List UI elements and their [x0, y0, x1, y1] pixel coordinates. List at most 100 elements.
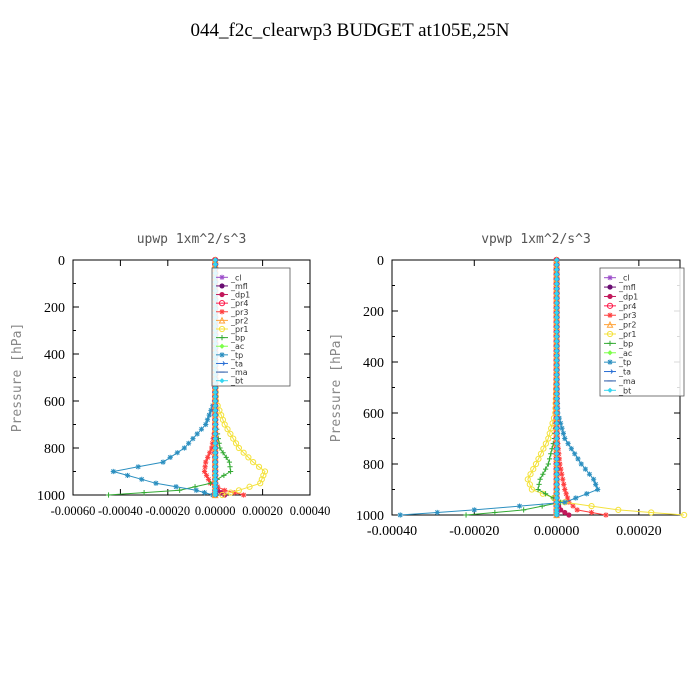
series-point: [578, 461, 584, 467]
legend-label: _bp: [230, 334, 245, 343]
series-point: [558, 466, 564, 472]
series-point: [553, 353, 560, 359]
series-point: [553, 456, 560, 462]
series-point: [566, 499, 572, 505]
legend-marker: [218, 325, 226, 333]
series-point: [574, 507, 580, 513]
series-point: [553, 305, 560, 311]
legend-marker: [218, 316, 226, 324]
series-point: [553, 338, 560, 344]
series-point: [562, 486, 568, 493]
legend-marker: [218, 300, 226, 307]
series-point: [177, 487, 183, 493]
y-tick-label: 200: [44, 301, 65, 316]
series-point: [553, 333, 560, 340]
series-point: [553, 286, 560, 292]
series-point: [193, 487, 199, 493]
series-line: [400, 260, 599, 516]
series-point: [205, 454, 211, 460]
legend-marker: [607, 284, 613, 290]
series-point: [553, 499, 560, 505]
series-point: [212, 468, 218, 475]
legend-marker: [219, 291, 225, 298]
legend-marker: [219, 343, 225, 349]
series-point: [258, 476, 265, 483]
series-point: [186, 440, 192, 446]
legend-label: _pr1: [230, 325, 248, 334]
series-point: [543, 466, 549, 472]
series-point: [206, 412, 212, 418]
series-point: [212, 393, 218, 400]
legend-label: _dp1: [230, 291, 250, 300]
series-point: [558, 420, 564, 426]
series-point: [553, 410, 560, 416]
legend-label: _pr3: [618, 311, 636, 320]
series-point: [553, 348, 560, 354]
series-point: [205, 476, 212, 482]
series-point: [545, 435, 552, 442]
series-point: [553, 512, 560, 518]
x-tick-label: -0.00040: [367, 524, 417, 539]
series-point: [553, 430, 560, 436]
series-point: [212, 421, 218, 428]
y-tick-label: 1000: [37, 489, 65, 504]
series-point: [553, 271, 560, 277]
series-point: [537, 476, 543, 482]
y-tick-label: 200: [363, 305, 384, 320]
legend-box: [599, 267, 685, 397]
series-point: [557, 461, 563, 467]
series-point: [241, 492, 247, 498]
series-point: [105, 492, 112, 498]
series-point: [212, 426, 218, 432]
legend-label: _ac: [230, 342, 244, 351]
series-point: [222, 487, 228, 493]
series-point: [261, 468, 269, 475]
series-line: [466, 260, 563, 516]
series-point: [397, 512, 403, 518]
series-point: [588, 509, 595, 516]
series-point: [198, 426, 205, 432]
legend-label: _pr1: [618, 330, 636, 339]
series-point: [227, 464, 233, 470]
series-point: [553, 400, 560, 407]
series-bp: [463, 257, 564, 518]
series-point: [553, 281, 560, 287]
series-point: [560, 476, 566, 482]
series-point: [553, 362, 560, 368]
series-point: [535, 486, 541, 493]
series-point: [553, 420, 560, 426]
series-point: [553, 391, 560, 397]
series-point: [572, 451, 578, 457]
x-tick-label: 0.00000: [534, 524, 580, 539]
x-tick-label: -0.00020: [145, 504, 190, 518]
x-tick-label: -0.00020: [449, 524, 499, 539]
series-point: [228, 468, 234, 475]
series-point: [212, 407, 218, 413]
legend-label: _tp: [230, 351, 243, 360]
series-point: [219, 491, 226, 499]
series-point: [545, 461, 551, 467]
series-point: [492, 509, 498, 516]
series-point: [527, 471, 534, 478]
series-point: [212, 464, 218, 470]
series-point: [124, 472, 131, 479]
series-point: [566, 512, 572, 518]
series-point: [255, 463, 263, 470]
legend-marker: [219, 361, 226, 366]
series-point: [615, 506, 622, 513]
legend-label: _bt: [618, 386, 631, 395]
series-point: [471, 507, 477, 513]
legend-label: _ta: [618, 368, 631, 377]
y-tick-label: 400: [44, 348, 65, 363]
series-point: [135, 464, 141, 470]
series-point: [553, 290, 560, 297]
legend-marker: [219, 335, 225, 341]
series-point: [235, 444, 242, 452]
series-tp: [397, 257, 601, 518]
series-point: [173, 484, 179, 490]
y-tick-label: 600: [44, 395, 65, 410]
series-point: [203, 459, 209, 465]
y-axis-label: Pressure [hPa]: [10, 323, 25, 433]
series-point: [212, 412, 218, 418]
series-point: [560, 430, 567, 436]
